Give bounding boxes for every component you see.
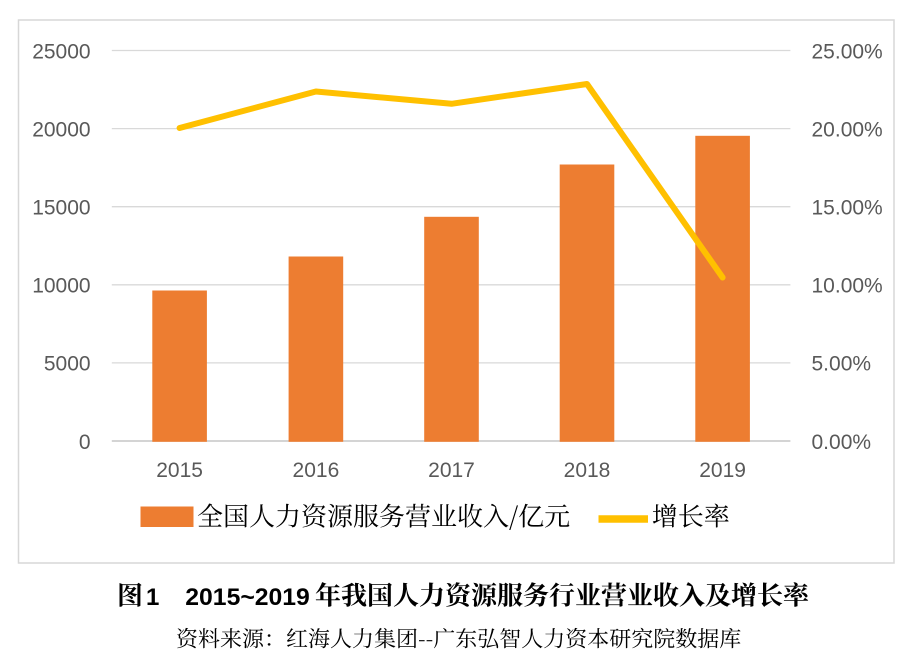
- svg-text:25000: 25000: [32, 40, 90, 63]
- svg-text:1: 1: [146, 584, 159, 611]
- svg-text:20000: 20000: [32, 118, 90, 141]
- svg-text:0.00%: 0.00%: [812, 431, 872, 454]
- svg-text:5.00%: 5.00%: [812, 353, 872, 376]
- svg-text:2015: 2015: [156, 459, 203, 482]
- svg-text:20.00%: 20.00%: [812, 118, 883, 141]
- svg-text:15000: 15000: [32, 197, 90, 220]
- svg-text:25.00%: 25.00%: [812, 40, 883, 63]
- svg-text:2015~2019: 2015~2019: [185, 584, 310, 611]
- svg-text:2017: 2017: [428, 459, 475, 482]
- svg-text:5000: 5000: [44, 353, 91, 376]
- svg-text:10.00%: 10.00%: [812, 275, 883, 298]
- svg-text:2019: 2019: [699, 459, 746, 482]
- svg-text:10000: 10000: [32, 275, 90, 298]
- svg-text:0: 0: [79, 431, 91, 454]
- svg-text:2016: 2016: [293, 459, 340, 482]
- svg-text:2018: 2018: [564, 459, 611, 482]
- svg-text:15.00%: 15.00%: [812, 197, 883, 220]
